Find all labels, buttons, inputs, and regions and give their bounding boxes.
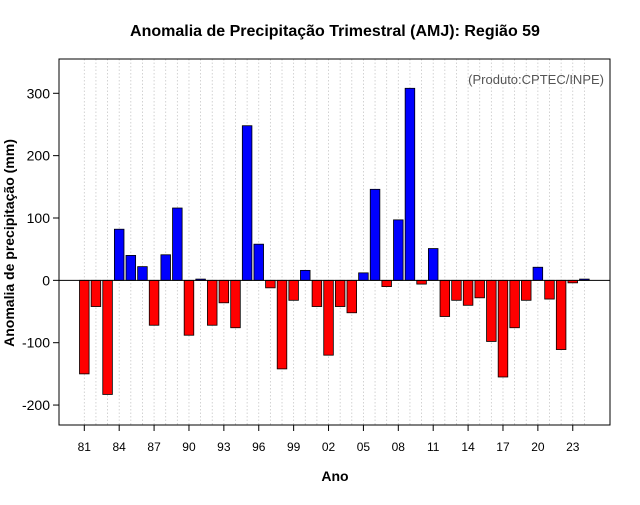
bar-2020 <box>532 266 544 281</box>
x-tick-label: 20 <box>531 440 545 454</box>
bar-2018 <box>509 279 520 329</box>
bar-2005 <box>358 272 369 281</box>
bar-1990 <box>183 279 195 336</box>
y-tick-label: -100 <box>22 335 50 351</box>
x-tick-label: 99 <box>287 440 301 454</box>
x-tick-label: 17 <box>496 440 510 454</box>
bar-1986 <box>137 266 148 281</box>
bar-1992 <box>207 279 218 326</box>
x-tick-label: 08 <box>392 440 406 454</box>
bar-1985 <box>125 255 137 281</box>
y-tick-label: -200 <box>22 397 50 413</box>
x-tick-label: 14 <box>461 440 475 454</box>
bar-2009 <box>404 87 416 281</box>
x-tick-label: 87 <box>147 440 161 454</box>
bar-2007 <box>381 279 392 287</box>
bar-2017 <box>497 279 509 378</box>
bar-1995 <box>241 125 253 281</box>
bar-1999 <box>288 279 299 301</box>
x-tick-label: 11 <box>427 440 440 454</box>
x-tick-label: 05 <box>357 440 371 454</box>
x-tick-label: 93 <box>217 440 231 454</box>
bar-2003 <box>334 279 346 307</box>
bar-2022 <box>555 279 567 350</box>
bar-1996 <box>253 243 264 281</box>
x-tick-label: 84 <box>113 440 127 454</box>
x-tick-label: 23 <box>566 440 580 454</box>
bar-1984 <box>113 228 125 281</box>
bar-2008 <box>393 219 404 281</box>
y-tick-label: 200 <box>27 148 51 164</box>
bar-1982 <box>90 279 102 307</box>
bar-2019 <box>521 279 532 301</box>
bar-1988 <box>160 254 171 281</box>
bar-1981 <box>79 279 90 375</box>
x-tick-label: 02 <box>322 440 336 454</box>
x-axis-label: Ano <box>321 468 348 484</box>
bar-2013 <box>451 279 462 301</box>
axis-layer: -200 -100 0 100 200 300 81 84 87 90 93 96 99 02 05 08 11… <box>22 85 610 454</box>
bar-2006 <box>369 188 381 281</box>
bar-2016 <box>486 279 497 342</box>
plot-frame <box>58 58 611 426</box>
y-axis-label: Anomalia de precipitação (mm) <box>1 139 17 347</box>
bar-2012 <box>439 279 451 317</box>
y-tick-label: 100 <box>27 210 51 226</box>
bar-2021 <box>544 279 555 300</box>
bar-1989 <box>172 207 183 281</box>
bar-2015 <box>474 279 485 299</box>
bar-2011 <box>427 248 439 281</box>
x-tick-label: 96 <box>252 440 266 454</box>
grid-layer <box>83 59 585 425</box>
chart-title: Anomalia de Precipitação Trimestral (AMJ… <box>130 23 540 40</box>
bar-1994 <box>230 279 241 329</box>
bar-1983 <box>102 279 113 395</box>
bar-2010 <box>416 279 427 285</box>
bar-2000 <box>300 269 311 281</box>
bar-2014 <box>462 279 474 306</box>
x-tick-label: 90 <box>182 440 196 454</box>
y-tick-label: 0 <box>42 272 50 288</box>
bar-2004 <box>346 279 357 314</box>
chart-annotation: (Produto:CPTEC/INPE) <box>468 72 604 87</box>
bar-layer <box>79 87 590 395</box>
bar-1993 <box>218 279 230 304</box>
bar-1997 <box>265 279 276 289</box>
y-tick-label: 300 <box>27 85 51 101</box>
x-tick-label: 81 <box>78 440 92 454</box>
bar-2002 <box>323 279 334 356</box>
bar-2001 <box>311 279 323 307</box>
bar-1987 <box>148 279 160 326</box>
bar-1998 <box>276 279 288 370</box>
